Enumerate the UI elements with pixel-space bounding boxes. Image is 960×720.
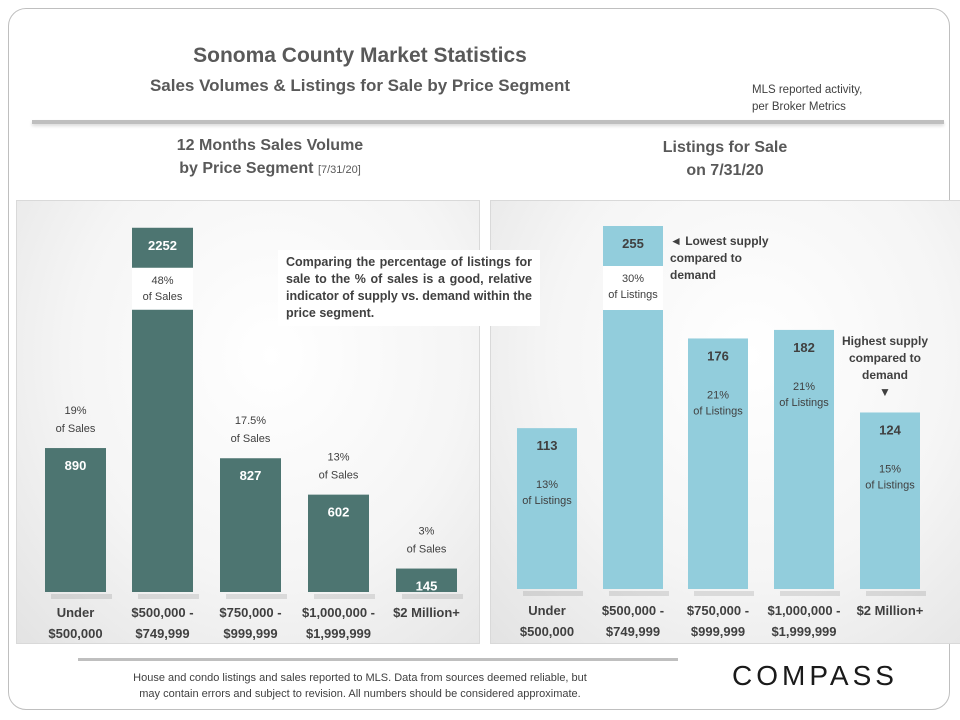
sales-category-label: $1,000,000 -$1,999,999 xyxy=(302,605,375,641)
source-note-line2: per Broker Metrics xyxy=(752,101,846,113)
listings-bar-shadow xyxy=(780,591,840,596)
listings-category-label: $500,000 -$749,999 xyxy=(602,603,664,639)
listings-percent-label: 13% of Listings xyxy=(522,479,572,507)
listings-value-label: 113 xyxy=(537,438,558,453)
compass-logo: COMPASS xyxy=(732,660,898,691)
listings-category-label: $1,000,000 -$1,999,999 xyxy=(767,603,840,639)
listings-value-label: 182 xyxy=(793,340,815,355)
sales-bar xyxy=(396,568,457,592)
footer-line1: House and condo listings and sales repor… xyxy=(133,672,587,684)
sales-title-line2: by Price Segment xyxy=(179,160,314,177)
sales-value-label: 890 xyxy=(65,458,87,473)
sales-category-label: Under $500,000 xyxy=(48,605,102,641)
sales-percent-label: 17.5% of Sales xyxy=(231,415,271,445)
lowest-supply-text: ◄ Lowest supply compared to demand xyxy=(670,234,769,282)
sales-percent-label: 19% of Sales xyxy=(56,405,96,435)
sales-title-date: [7/31/20] xyxy=(317,164,361,176)
listings-bar-shadow xyxy=(694,591,754,596)
sales-bar-shadow xyxy=(402,594,463,599)
sales-title-line2-wrap: by Price Segment [7/31/20] xyxy=(80,157,460,182)
listings-bar xyxy=(688,338,748,589)
listings-percent-label: 30% of Listings xyxy=(608,273,658,301)
listings-percent-box xyxy=(603,266,663,310)
sales-bar-shadow xyxy=(226,594,287,599)
listings-bar xyxy=(517,428,577,589)
listings-title-line2: on 7/31/20 xyxy=(686,162,764,179)
listings-value-label: 255 xyxy=(622,236,644,251)
listings-bar-shadow xyxy=(523,591,583,596)
listings-category-label: $2 Million+ xyxy=(857,603,924,618)
sales-bar-shadow xyxy=(138,594,199,599)
footer-divider xyxy=(78,658,678,661)
listings-title-line1: Listings for Sale xyxy=(662,139,788,156)
listings-percent-label: 21% of Listings xyxy=(779,381,829,409)
footer-disclaimer: House and condo listings and sales repor… xyxy=(60,670,660,702)
comparison-callout: Comparing the percentage of listings for… xyxy=(278,250,540,326)
footer-line2: may contain errors and subject to revisi… xyxy=(139,688,581,700)
sales-category-label: $500,000 -$749,999 xyxy=(131,605,193,641)
listings-value-label: 176 xyxy=(707,348,729,363)
sales-value-label: 2252 xyxy=(148,238,177,253)
listings-category-label: Under $500,000 xyxy=(520,603,574,639)
sales-panel-title: 12 Months Sales Volume by Price Segment … xyxy=(80,134,460,182)
page-title: Sonoma County Market Statistics xyxy=(193,44,527,67)
sales-bar xyxy=(308,494,369,592)
sales-percent-label: 13% of Sales xyxy=(319,452,359,482)
listings-category-label: $750,000 -$999,999 xyxy=(687,603,749,639)
lowest-supply-note: ◄ Lowest supply compared to demand xyxy=(668,233,794,284)
sales-percent-label: 48% of Sales xyxy=(143,275,183,303)
sales-bar-shadow xyxy=(51,594,112,599)
listings-percent-label: 21% of Listings xyxy=(693,389,743,417)
sales-value-label: 145 xyxy=(416,579,438,594)
sales-category-label: $750,000 -$999,999 xyxy=(219,605,281,641)
page-subtitle: Sales Volumes & Listings for Sale by Pri… xyxy=(149,76,571,95)
listings-bar-shadow xyxy=(609,591,669,596)
sales-bar xyxy=(220,458,281,592)
listings-percent-label: 15% of Listings xyxy=(865,463,915,491)
listings-bar-shadow xyxy=(866,591,926,596)
listings-value-label: 124 xyxy=(879,422,901,437)
sales-bar-chart: 890 19% of Sales Under $500,000 2252 48% of Sal… xyxy=(45,227,463,641)
sales-category-label: $2 Million+ xyxy=(393,605,460,620)
sales-percent-box xyxy=(132,267,193,310)
sales-title-line1: 12 Months Sales Volume xyxy=(176,137,364,154)
sales-percent-label: 3% of Sales xyxy=(407,526,447,556)
sales-bar-shadow xyxy=(314,594,375,599)
sales-value-label: 827 xyxy=(240,468,262,483)
sales-value-label: 602 xyxy=(328,505,350,520)
source-note: MLS reported activity, per Broker Metric… xyxy=(752,82,862,116)
source-note-line1: MLS reported activity, xyxy=(752,84,863,96)
highest-supply-note: Highest supply compared to demand ▼ xyxy=(841,334,928,399)
header-divider xyxy=(32,120,944,124)
listings-bar xyxy=(774,329,834,589)
listings-panel-title: Listings for Sale on 7/31/20 xyxy=(600,136,850,182)
listings-bar-chart: 113 13% of Listings Under $500,000 255 30% of L… xyxy=(517,226,926,639)
listings-bar xyxy=(860,412,920,589)
sales-bar xyxy=(45,448,106,592)
